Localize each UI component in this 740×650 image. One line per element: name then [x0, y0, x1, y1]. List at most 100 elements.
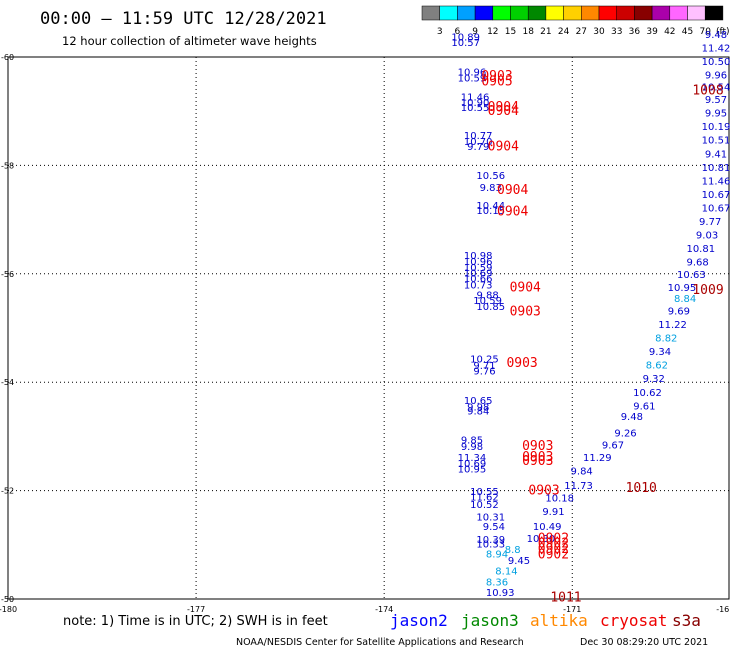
- color-swatch: [439, 5, 458, 21]
- pass-time-label: 0902: [538, 542, 569, 557]
- wave-height-label: 9.98: [461, 442, 483, 453]
- color-scale-value: 33: [611, 27, 622, 37]
- wave-height-label: 10.51: [702, 136, 731, 147]
- wave-height-label: 10.63: [677, 270, 706, 281]
- color-scale-value: 21: [540, 27, 551, 37]
- pass-time-label: 1011: [550, 590, 581, 605]
- y-tick-label: -60: [1, 53, 14, 62]
- wave-height-label: 10.73: [464, 280, 493, 291]
- wave-height-label: 10.15: [476, 206, 505, 217]
- color-scale-value: 6: [455, 27, 461, 37]
- wave-height-label: 8.14: [495, 567, 517, 578]
- x-tick-label: -16: [716, 605, 729, 614]
- pass-time-label: 0902: [538, 537, 569, 552]
- x-tick-label: -180: [0, 605, 17, 614]
- wave-height-label: 10.96: [464, 257, 493, 268]
- color-scale-unit: (ft): [716, 27, 730, 37]
- color-scale-value: 15: [505, 27, 516, 37]
- color-swatch: [687, 5, 706, 21]
- wave-height-label: 10.57: [451, 38, 480, 49]
- color-scale-value: 18: [522, 27, 534, 37]
- wave-height-label: 8.94: [486, 549, 508, 560]
- color-scale-value: 39: [646, 27, 658, 37]
- wave-height-label: 10.69: [458, 459, 487, 470]
- pass-time-label: 0904: [488, 139, 519, 154]
- wave-height-label: 9.84: [467, 407, 489, 418]
- pass-time-label: 1008: [692, 84, 723, 99]
- wave-height-label: 10.52: [470, 500, 499, 511]
- pass-time-label: 0902: [538, 531, 569, 546]
- pass-time-label: 0903: [522, 454, 553, 469]
- wave-height-label: 10.65: [464, 396, 493, 407]
- color-scale-value: 12: [487, 27, 498, 37]
- color-swatch: [474, 5, 494, 21]
- wave-height-label: 10.89: [451, 33, 480, 44]
- plot-frame: [7, 56, 730, 600]
- wave-height-label: 11.29: [583, 453, 612, 464]
- y-tick-label: -52: [1, 487, 14, 496]
- wave-height-label: 10.69: [464, 269, 493, 280]
- wave-height-label: 10.59: [464, 263, 493, 274]
- x-tick-label: -174: [375, 605, 393, 614]
- chart-subtitle: 12 hour collection of altimeter wave hei…: [62, 34, 317, 48]
- wave-height-label: 8.62: [646, 361, 668, 372]
- wave-height-label: 10.77: [464, 131, 493, 142]
- wave-height-label: 10.49: [533, 522, 562, 533]
- wave-height-label: 9.48: [705, 30, 727, 41]
- color-scale-value: 70: [699, 27, 711, 37]
- wave-height-label: 9.54: [483, 522, 505, 533]
- color-swatch: [634, 5, 653, 21]
- wave-height-label: 10.59: [458, 73, 487, 84]
- wave-height-label: 9.57: [705, 95, 727, 106]
- wave-height-label: 11.34: [458, 453, 487, 464]
- pass-time-label: 0903: [522, 450, 553, 465]
- pass-time-label: 0904: [488, 100, 519, 115]
- wave-height-label: 11.73: [564, 481, 593, 492]
- color-scale-value: 42: [664, 27, 675, 37]
- wave-height-label: 11.46: [461, 92, 490, 103]
- wave-height-label: 9.83: [480, 183, 502, 194]
- y-tick-label: -50: [1, 595, 14, 604]
- color-scale-value: 24: [558, 27, 570, 37]
- color-swatch: [421, 5, 440, 21]
- footer-note: note: 1) Time is in UTC; 2) SWH is in fe…: [63, 614, 328, 629]
- wave-height-label: 10.70: [464, 137, 493, 148]
- color-scale-value: 36: [629, 27, 641, 37]
- wave-height-label: 9.48: [621, 412, 643, 423]
- satellite-name: cryosat: [600, 611, 667, 630]
- wave-height-label: 8.82: [655, 334, 677, 345]
- wave-height-label: 9.67: [602, 440, 624, 451]
- color-scale-legend: 3 6 9 12 15 18 21 24 27 30 33 36 39 42 45 70 (ft): [421, 5, 730, 37]
- pass-time-label: 0904: [510, 280, 541, 295]
- color-swatch: [581, 5, 600, 21]
- wave-height-label: 10.33: [476, 540, 505, 551]
- color-scale-value: 3: [437, 27, 443, 37]
- chart-title: 00:00 – 11:59 UTC 12/28/2021: [40, 9, 327, 29]
- color-swatch: [598, 5, 617, 21]
- wave-height-label: 9.88: [476, 291, 498, 302]
- wave-height-label: 9.45: [508, 556, 530, 567]
- color-scale-value: 9: [472, 27, 478, 37]
- wave-height-label: 10.95: [668, 283, 697, 294]
- wave-height-label: 10.81: [686, 244, 715, 255]
- pass-time-label: 0903: [481, 69, 512, 84]
- wave-height-label: 9.85: [461, 435, 483, 446]
- wave-height-label: 10.90: [461, 98, 490, 109]
- wave-height-label: 9.26: [614, 428, 636, 439]
- wave-height-label: 10.55: [461, 103, 490, 114]
- wave-height-label: 10.55: [470, 487, 499, 498]
- color-swatch: [616, 5, 635, 21]
- wave-height-label: 11.22: [658, 320, 687, 331]
- pass-time-label: 0905: [481, 74, 512, 89]
- wave-height-label: 9.76: [473, 367, 495, 378]
- color-swatch: [669, 5, 688, 21]
- pass-time-label: 1009: [692, 283, 723, 298]
- wave-height-label: 9.03: [696, 231, 718, 242]
- wave-height-label: 8.36: [486, 577, 508, 588]
- pass-time-label: 0903: [510, 305, 541, 320]
- pass-time-label: 0903: [528, 484, 559, 499]
- x-tick-label: -171: [563, 605, 581, 614]
